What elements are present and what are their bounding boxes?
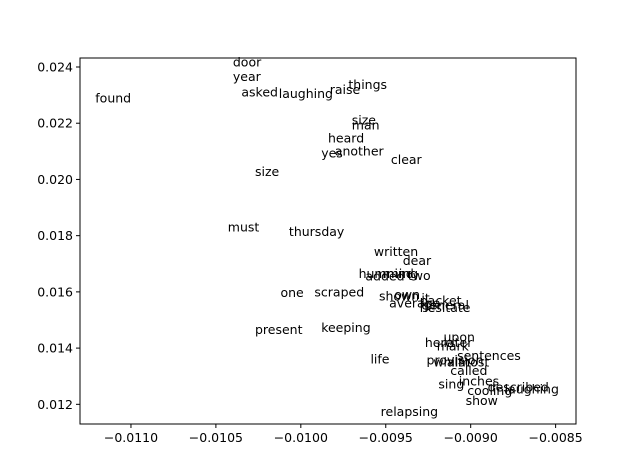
word-point-label: dear: [403, 253, 432, 268]
word-point-label: heard: [328, 130, 364, 145]
word-point-label: things: [348, 77, 387, 92]
word-point-label: clear: [391, 152, 423, 167]
x-tick-label: −0.0090: [444, 430, 498, 445]
word-point-label: found: [95, 90, 131, 105]
y-tick-label: 0.022: [37, 116, 73, 131]
plot-frame: [79, 57, 577, 425]
word-point-label: two: [408, 268, 431, 283]
word-point-label: shown: [379, 289, 419, 304]
x-tick-label: −0.0105: [189, 430, 243, 445]
word-point-label: size: [255, 164, 280, 179]
x-tick-label: −0.0095: [359, 430, 413, 445]
word-point-label: asked: [241, 85, 278, 100]
word-point-label: mark: [437, 338, 470, 353]
word-point-label: keeping: [321, 320, 370, 335]
word-point-label: thursday: [289, 224, 345, 239]
word-point-label: show: [466, 393, 498, 408]
y-tick-label: 0.024: [37, 59, 73, 74]
y-tick-label: 0.018: [37, 228, 73, 243]
word-point-label: whilst: [433, 355, 470, 370]
word-point-label: called: [450, 363, 487, 378]
word-point-label: here: [425, 335, 453, 350]
word-point-label: it: [421, 291, 429, 306]
word-point-label: sentences: [457, 348, 521, 363]
word-point-label: door: [233, 54, 262, 69]
word-point-label: mind: [382, 266, 414, 281]
x-tick-label: −0.0100: [274, 430, 328, 445]
word-point-label: scraped: [314, 284, 364, 299]
word-point-label: almost: [447, 354, 489, 369]
word-point-label: average: [389, 295, 440, 310]
word-point-label: sing: [438, 376, 464, 391]
y-tick-label: 0.016: [37, 284, 73, 299]
word-point-label: raise: [330, 82, 361, 97]
word-point-label: provision: [427, 353, 484, 368]
word-point-label: described: [488, 379, 549, 394]
word-point-label: cooling: [467, 383, 512, 398]
word-point-label: one: [280, 285, 304, 300]
word-point-label: laughing: [279, 86, 333, 101]
word-point-label: general: [421, 298, 469, 313]
word-point-label: later: [444, 335, 474, 350]
word-point-label: added: [365, 269, 404, 284]
word-point-label: written: [374, 244, 418, 259]
word-point-label: yes: [321, 146, 343, 161]
word-point-label: size: [352, 113, 377, 128]
word-point-label: humming: [359, 266, 419, 281]
word-point-label: life: [370, 351, 389, 366]
y-tick-label: 0.014: [37, 341, 73, 356]
word-point-label: own: [394, 287, 420, 302]
word-point-label: must: [228, 220, 260, 235]
word-point-label: present: [255, 322, 303, 337]
word-point-label: hesitate: [420, 300, 471, 315]
word-point-label: relapsing: [381, 404, 438, 419]
word-point-label: another: [335, 143, 385, 158]
word-point-label: packet: [420, 293, 462, 308]
word-point-label: year: [233, 69, 262, 84]
x-tick-label: −0.0110: [104, 430, 158, 445]
axes: −0.0110 −0.0105 −0.0100 −0.0095 −0.0090 −0.00…: [37, 54, 583, 445]
word-point-label: man: [352, 118, 380, 133]
word-point-label: inches: [459, 373, 499, 388]
word-point-label: upon: [444, 329, 475, 344]
y-tick-label: 0.012: [37, 397, 73, 412]
word-point-label: laughing: [505, 381, 559, 396]
y-tick-label: 0.020: [37, 172, 73, 187]
x-tick-label: −0.0085: [529, 430, 583, 445]
